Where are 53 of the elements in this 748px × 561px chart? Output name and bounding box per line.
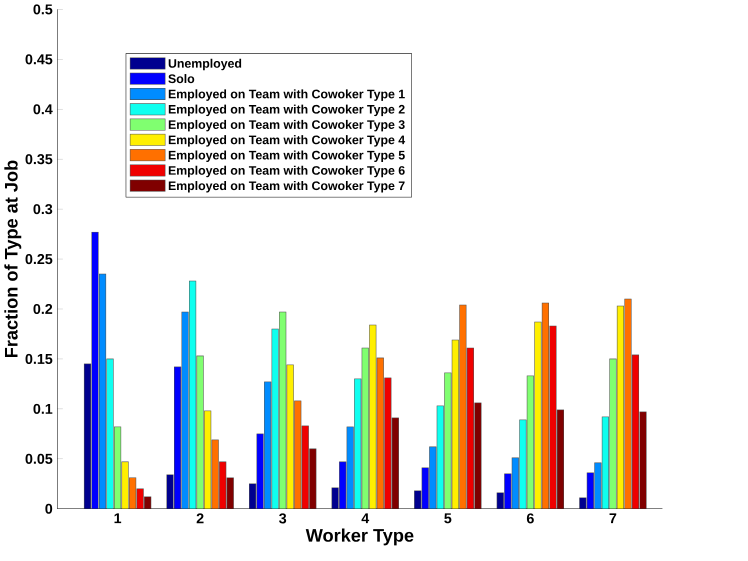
bar bbox=[452, 340, 459, 509]
bar bbox=[219, 461, 226, 509]
bar bbox=[459, 304, 466, 509]
bar bbox=[624, 298, 632, 509]
bar bbox=[212, 439, 219, 509]
y-tick-label: 0.05 bbox=[26, 454, 52, 464]
x-tick-label: 5 bbox=[444, 513, 452, 524]
y-tick-label: 0.15 bbox=[26, 354, 52, 364]
legend-label: Solo bbox=[168, 74, 194, 83]
bar bbox=[369, 324, 376, 509]
bar bbox=[256, 433, 264, 509]
y-tick-label: 0.1 bbox=[33, 404, 52, 414]
x-tick-label: 1 bbox=[114, 513, 122, 524]
legend-label: Employed on Team with Cowoker Type 7 bbox=[168, 180, 405, 192]
bar bbox=[376, 358, 384, 509]
bar bbox=[91, 232, 99, 509]
bar bbox=[339, 461, 346, 509]
x-tick-label: 7 bbox=[610, 513, 616, 524]
y-tick-label: 0.2 bbox=[33, 304, 52, 314]
bar bbox=[302, 425, 309, 509]
legend-label: Employed on Team with Cowoker Type 2 bbox=[168, 104, 405, 116]
legend-label: Employed on Team with Cowoker Type 1 bbox=[168, 89, 405, 101]
bar bbox=[174, 366, 182, 509]
y-tick-label: 0.25 bbox=[26, 254, 52, 264]
y-tick-label: 0.5 bbox=[33, 4, 52, 14]
bar bbox=[286, 364, 294, 509]
bar bbox=[122, 461, 129, 509]
y-tick-label: 0 bbox=[45, 504, 52, 514]
bar bbox=[422, 467, 429, 509]
legend-label: Employed on Team with Cowoker Type 3 bbox=[168, 120, 405, 132]
y-tick-label: 0.4 bbox=[33, 104, 53, 114]
bar bbox=[549, 326, 556, 509]
y-tick-label: 0.35 bbox=[26, 154, 52, 164]
legend-label: Employed on Team with Cowoker Type 5 bbox=[168, 150, 405, 162]
x-tick-label: 3 bbox=[279, 513, 286, 524]
bar bbox=[632, 354, 640, 509]
bar bbox=[384, 378, 392, 509]
legend-label: Employed on Team with Cowoker Type 4 bbox=[168, 135, 406, 147]
x-tick-label: 2 bbox=[196, 513, 204, 524]
x-axis-title: Worker Type bbox=[306, 528, 414, 546]
x-tick-label: 6 bbox=[526, 513, 534, 524]
y-axis-title: Fraction of Type at Job bbox=[4, 160, 22, 357]
legend-label: Unemployed bbox=[168, 58, 242, 70]
y-tick-label: 0.45 bbox=[26, 54, 52, 64]
y-tick-label: 0.3 bbox=[33, 204, 52, 214]
bar bbox=[466, 348, 474, 509]
bar bbox=[534, 322, 542, 509]
legend-label: Employed on Team with Cowoker Type 6 bbox=[168, 166, 405, 178]
bar bbox=[204, 410, 212, 509]
x-tick-label: 4 bbox=[362, 513, 370, 524]
bar bbox=[616, 306, 624, 509]
bar bbox=[504, 473, 512, 509]
bar bbox=[542, 302, 549, 509]
